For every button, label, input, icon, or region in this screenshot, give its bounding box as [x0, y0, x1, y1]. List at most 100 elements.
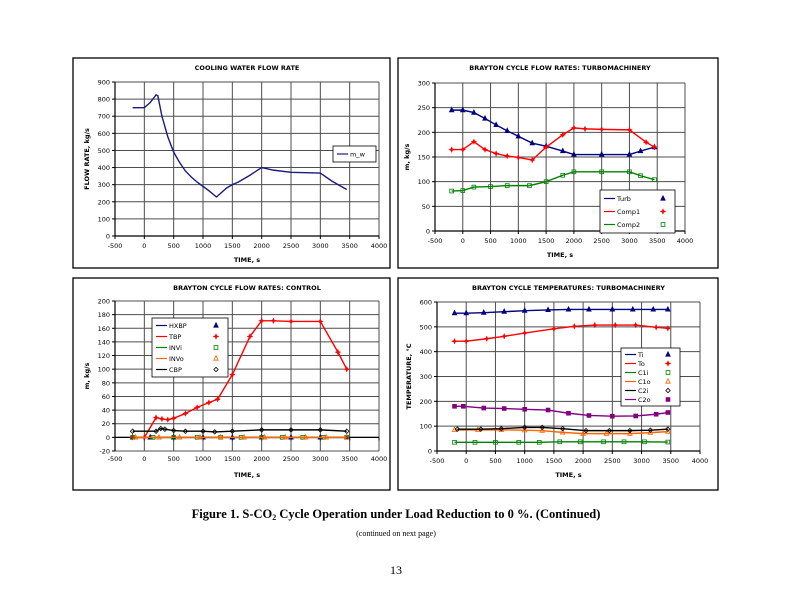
y-tick-label: -20: [99, 448, 110, 456]
marker-triangle: [545, 306, 551, 313]
marker-square: [452, 403, 457, 409]
marker-star: [481, 146, 489, 154]
y-tick-label: 20: [102, 420, 110, 428]
marker-triangle: [647, 429, 654, 435]
marker-square: [638, 173, 643, 179]
legend-box: [332, 145, 377, 163]
legend-label: HXBP: [169, 322, 187, 330]
y-axis-label: m, kg/s: [83, 363, 91, 390]
x-tick-label: 1000: [516, 457, 533, 465]
marker-triangle: [627, 430, 633, 436]
marker-star: [570, 322, 578, 330]
marker-diamond: [170, 427, 177, 434]
marker-triangle: [665, 377, 671, 384]
chart-3: -20 0 20 40 60 80 100 120 140 160 180 200 -500 0 500 10…: [72, 277, 391, 491]
marker-square: [543, 179, 549, 184]
x-tick-label: 0: [142, 242, 146, 250]
legend: HXBP TBP INVi INVo CBP: [151, 317, 229, 378]
marker-triangle: [571, 150, 577, 157]
marker-square: [665, 370, 671, 375]
marker-diamond: [647, 427, 654, 433]
marker-star: [632, 321, 640, 329]
x-tick-label: -500: [428, 237, 443, 245]
x-tick-label: -500: [430, 457, 445, 465]
marker-square: [665, 410, 671, 415]
series-Comp1: [448, 124, 658, 164]
y-tick-label: 140: [98, 338, 110, 346]
legend-label: C1i: [638, 369, 649, 377]
x-tick-label: 2000: [253, 455, 270, 463]
marker-triangle: [637, 147, 644, 154]
marker-star: [559, 131, 567, 139]
marker-square: [577, 439, 583, 445]
marker-square: [481, 405, 487, 411]
marker-star: [542, 143, 550, 151]
marker-triangle: [132, 433, 139, 440]
x-tick-label: 1000: [510, 237, 527, 245]
marker-triangle: [580, 430, 586, 436]
x-tick-label: 3500: [663, 457, 680, 465]
marker-star: [550, 325, 558, 333]
marker-diamond: [559, 425, 566, 432]
marker-diamond: [157, 425, 164, 432]
marker-triangle: [282, 433, 288, 440]
caption-subscript: 2: [272, 513, 277, 522]
y-tick-label: 900: [98, 79, 110, 87]
y-tick-label: 150: [418, 154, 430, 162]
marker-diamond: [478, 426, 484, 432]
y-tick-label: 200: [98, 198, 110, 206]
x-tick-label: 1500: [538, 237, 555, 245]
marker-square: [516, 440, 522, 445]
y-tick-label: 200: [418, 129, 430, 137]
marker-triangle: [480, 309, 487, 315]
marker-star: [659, 208, 667, 215]
marker-square: [586, 413, 592, 418]
legend-label: Turb: [616, 195, 631, 203]
series-line: [454, 405, 668, 417]
x-tick-label: 2000: [566, 237, 583, 245]
x-tick-label: 3000: [312, 242, 329, 250]
marker-square: [665, 439, 671, 445]
marker-star: [591, 321, 599, 329]
marker-star: [214, 395, 222, 403]
y-tick-label: 0: [426, 228, 430, 236]
series-line: [451, 127, 655, 161]
x-tick-label: 3000: [312, 455, 329, 463]
x-tick-label: 1000: [195, 455, 212, 463]
marker-star: [521, 329, 529, 337]
y-tick-label: 200: [98, 298, 110, 306]
legend-label: To: [637, 360, 645, 368]
marker-square: [621, 439, 627, 445]
marker-triangle: [459, 106, 466, 113]
y-axis-label: m, kg/s: [403, 144, 411, 171]
marker-star: [228, 371, 236, 379]
marker-triangle: [598, 150, 605, 157]
x-tick-label: 2500: [283, 455, 300, 463]
y-tick-label: 300: [418, 80, 430, 88]
y-tick-label: 700: [98, 113, 110, 121]
chart-title: BRAYTON CYCLE TEMPERATURES: TURBOMACHINE…: [472, 284, 665, 292]
marker-star: [462, 337, 470, 345]
marker-star: [483, 335, 491, 343]
series-Ti: [451, 305, 671, 316]
series-line: [454, 308, 668, 314]
marker-square: [652, 177, 657, 182]
marker-star: [334, 348, 342, 356]
y-tick-label: 160: [98, 325, 110, 333]
marker-star: [170, 414, 178, 422]
marker-square: [536, 440, 542, 445]
marker-star: [514, 154, 522, 161]
marker-diamond: [539, 424, 545, 431]
marker-star: [650, 143, 658, 151]
marker-star: [664, 324, 672, 332]
marker-star: [598, 125, 606, 133]
x-tick-label: 3000: [633, 457, 650, 465]
y-tick-label: 80: [102, 379, 110, 387]
series-line: [132, 93, 348, 198]
marker-triangle: [665, 428, 671, 434]
x-tick-label: 4000: [371, 242, 388, 250]
marker-triangle: [665, 350, 671, 357]
marker-diamond: [200, 428, 206, 434]
